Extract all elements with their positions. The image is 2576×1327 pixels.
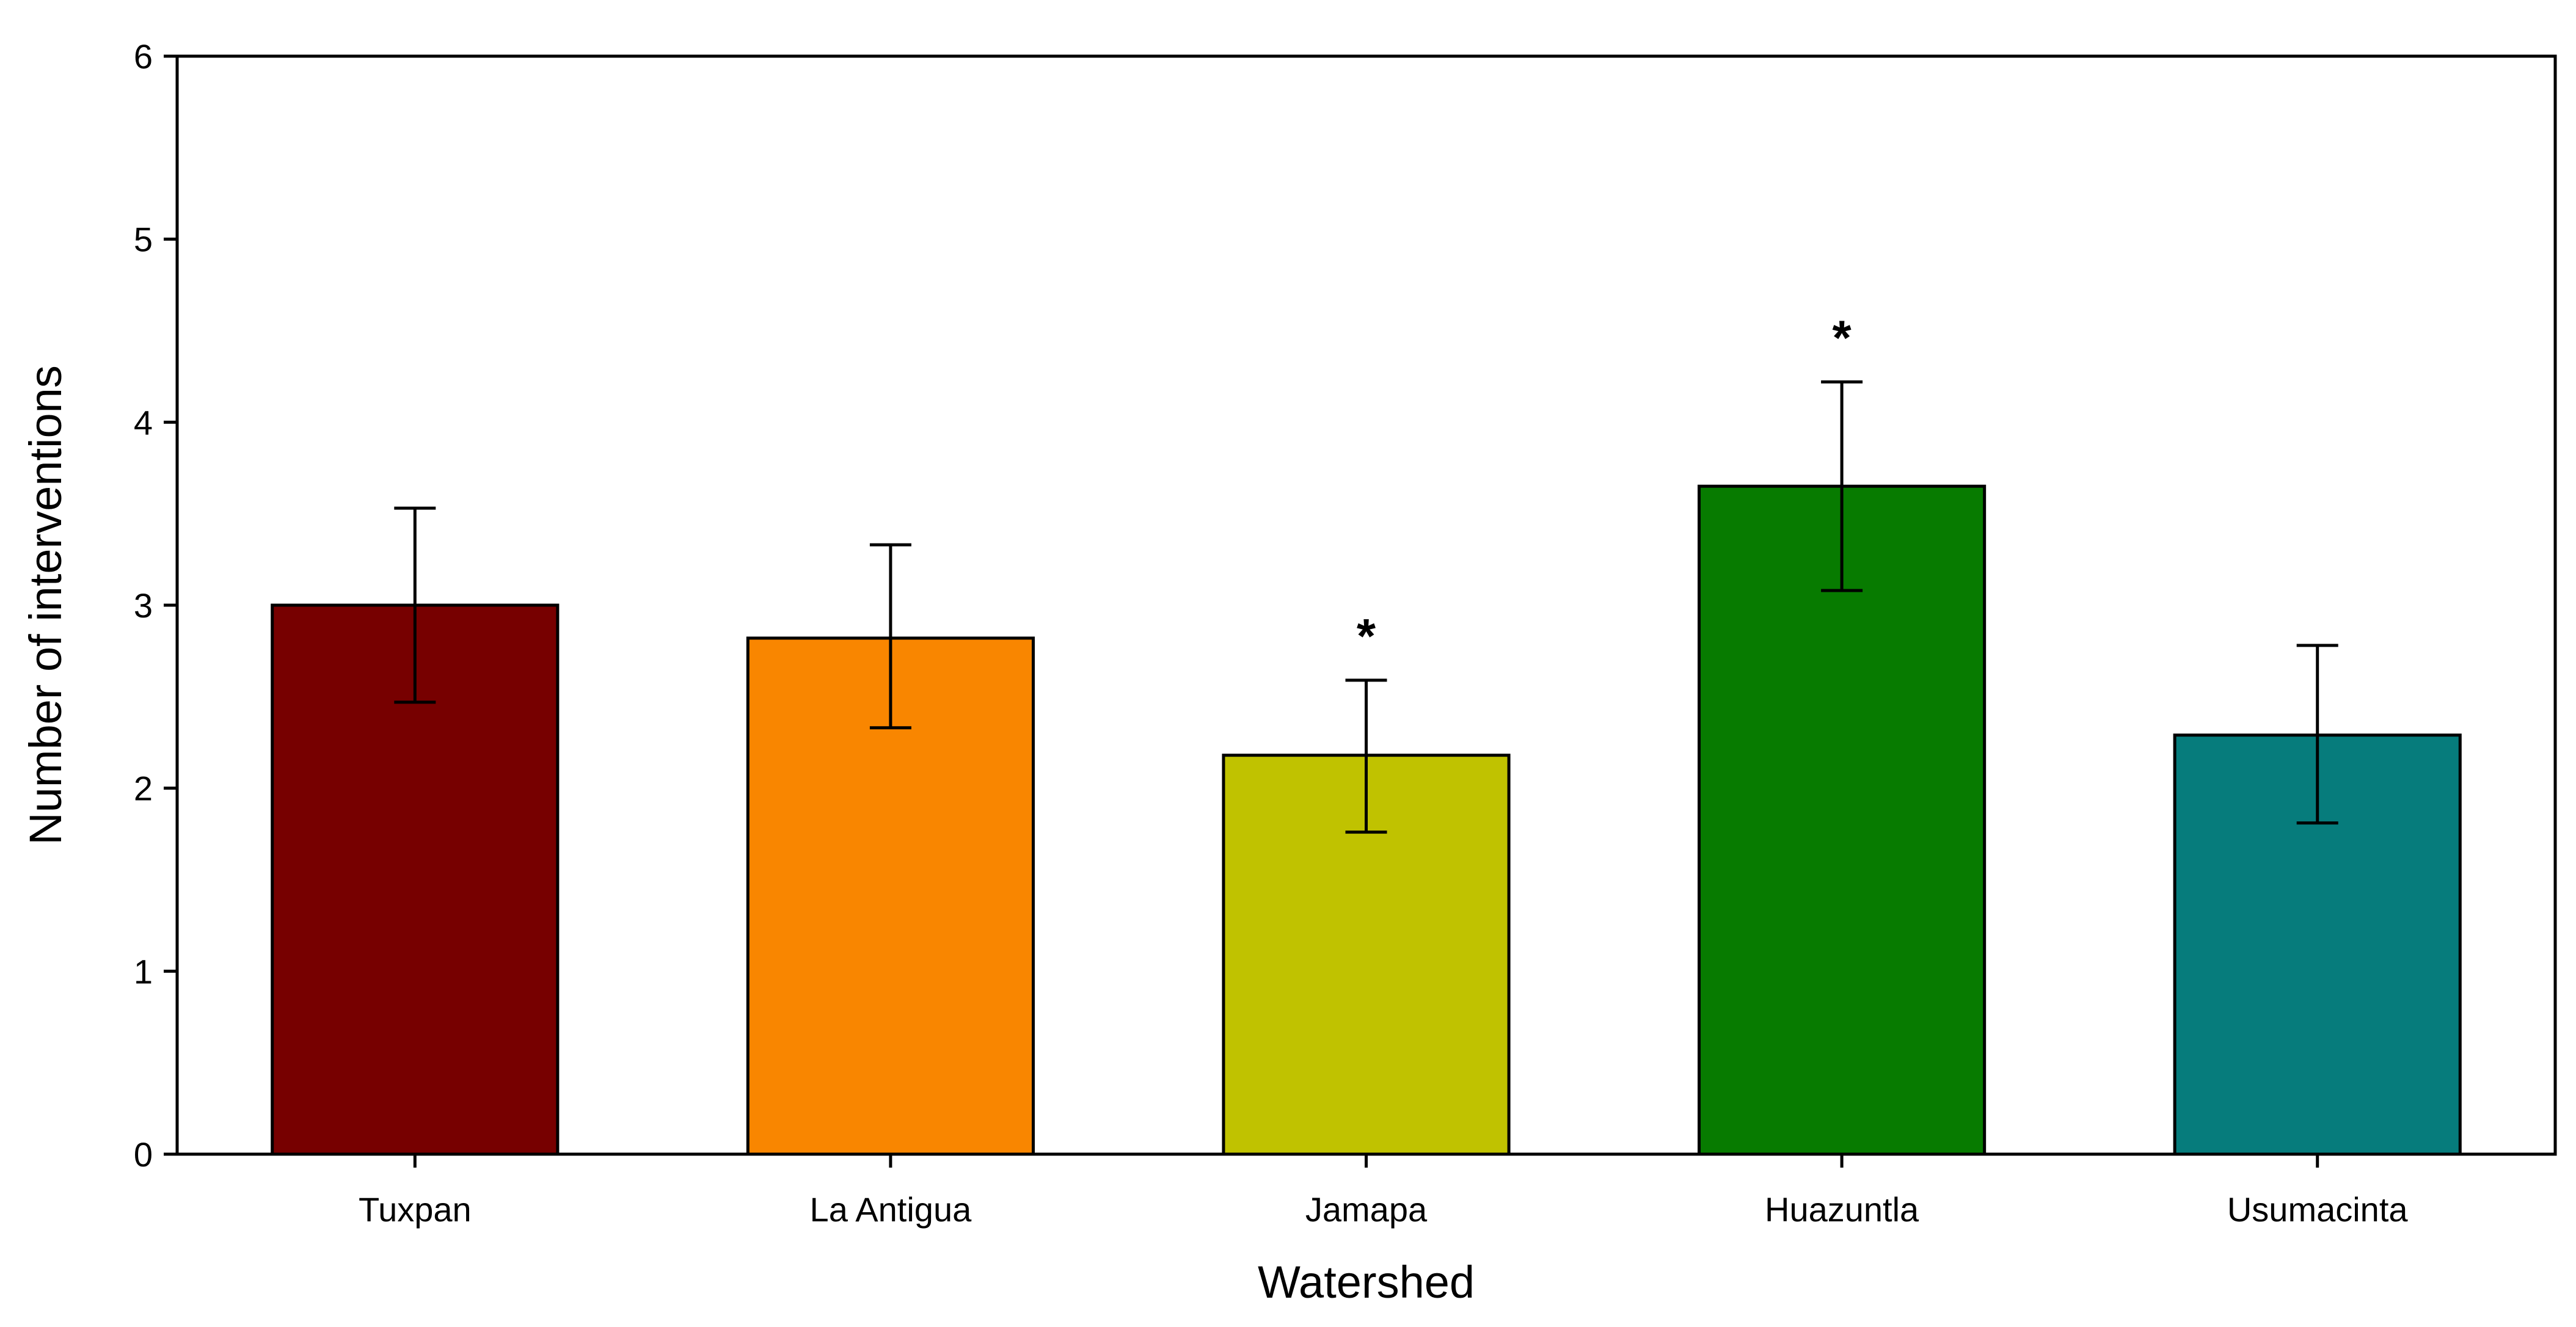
x-tick-label: Jamapa [1305, 1190, 1428, 1229]
y-axis-ticks: 0 1 2 3 4 5 6 [134, 37, 177, 1174]
y-axis-title: Number of interventions [20, 365, 71, 845]
x-tick-label: La Antigua [810, 1190, 972, 1229]
y-tick-label: 1 [134, 952, 153, 991]
y-tick-label: 6 [134, 37, 153, 76]
error-bar-tuxpan [394, 506, 436, 704]
x-axis-title: Watershed [1258, 1257, 1475, 1307]
x-tick-label: Tuxpan [359, 1190, 472, 1229]
error-bar-jamapa [1345, 678, 1387, 834]
y-tick-label: 2 [134, 769, 153, 808]
significance-marker: * [1357, 609, 1376, 663]
y-tick-label: 5 [134, 220, 153, 259]
x-tick-label: Usumacinta [2227, 1190, 2409, 1229]
y-tick-label: 3 [134, 586, 153, 625]
y-tick-label: 0 [134, 1135, 153, 1174]
error-bars-layer [394, 380, 2338, 834]
error-bar-usumacinta [2296, 644, 2338, 825]
significance-markers-layer: ** [1357, 310, 1852, 663]
x-tick-label: Huazuntla [1765, 1190, 1919, 1229]
bar-huazuntla [1698, 484, 1987, 1156]
error-bar-huazuntla [1821, 380, 1863, 592]
error-bar-la-antigua [869, 543, 911, 730]
significance-marker: * [1833, 310, 1852, 365]
x-axis-ticks: Tuxpan La Antigua Jamapa Huazuntla Usumacint… [359, 1154, 2408, 1229]
y-tick-label: 4 [134, 403, 153, 442]
